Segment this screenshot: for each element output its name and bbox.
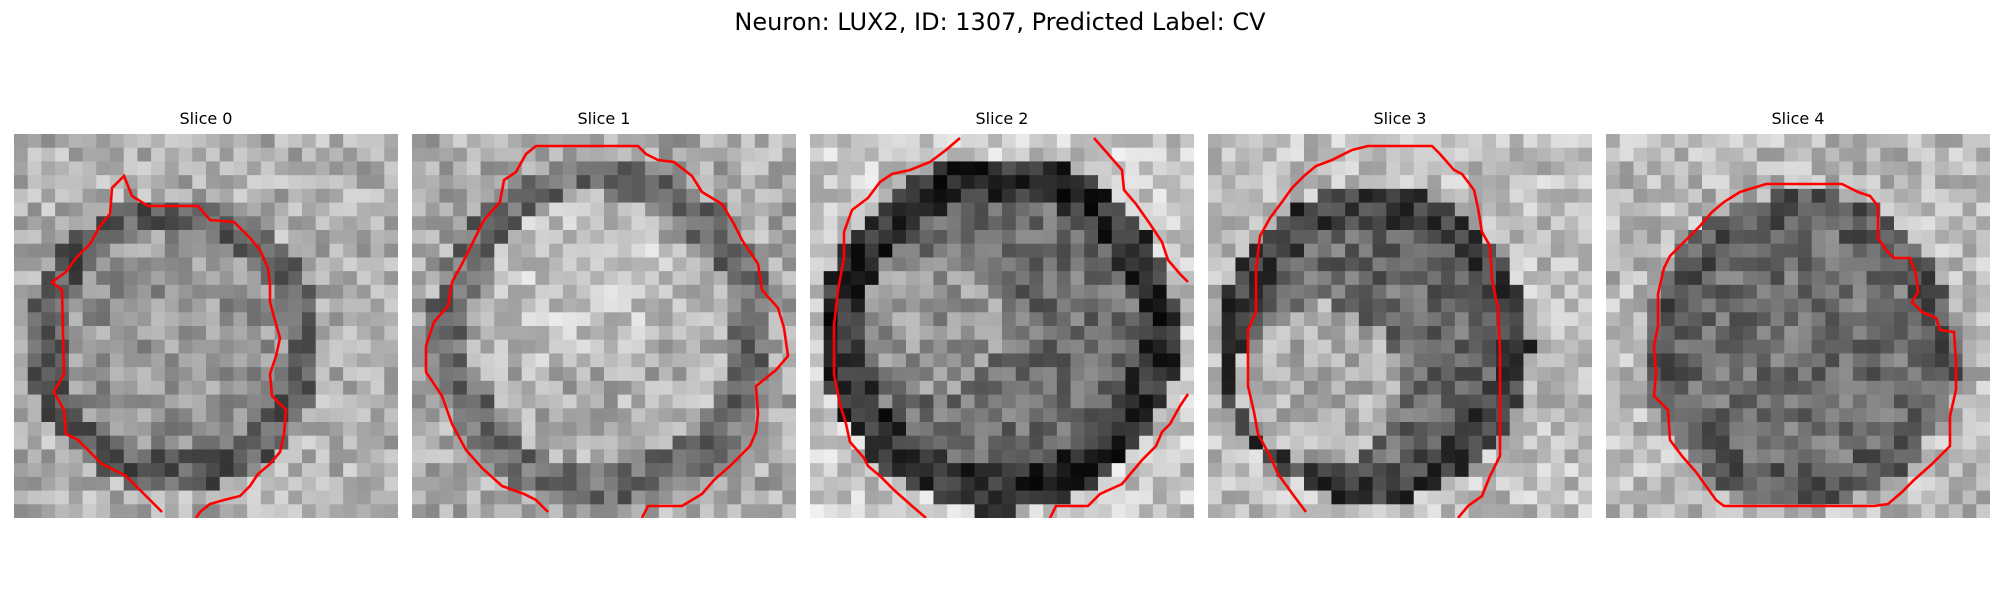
slice-image-1 (412, 134, 796, 518)
slice-title-4: Slice 4 (1771, 109, 1825, 128)
contour-line (1093, 137, 1189, 283)
slice-title-2: Slice 2 (975, 109, 1029, 128)
slice-panel-4: Slice 4 (1606, 108, 1990, 518)
slice-panel-0: Slice 0 (14, 108, 398, 518)
contour-line (49, 173, 288, 518)
slice-panel-2: Slice 2 (810, 108, 1194, 518)
pixel-grid (14, 134, 398, 518)
slice-title-3: Slice 3 (1373, 109, 1427, 128)
pixel-grid (1208, 134, 1592, 518)
slice-title-1: Slice 1 (577, 109, 631, 128)
contour-line (424, 144, 790, 518)
slice-image-0 (14, 134, 398, 518)
slice-image-4 (1606, 134, 1990, 518)
slice-panel-3: Slice 3 (1208, 108, 1592, 518)
contour-line (1246, 144, 1502, 518)
pixel-grid (412, 134, 796, 518)
pixel-grid (1606, 134, 1990, 518)
contour-line (1048, 393, 1190, 518)
figure-title: Neuron: LUX2, ID: 1307, Predicted Label:… (734, 8, 1266, 36)
contour-line (832, 137, 961, 518)
slice-image-2 (810, 134, 1194, 518)
slice-image-3 (1208, 134, 1592, 518)
contour-line (1652, 182, 1958, 508)
slice-title-0: Slice 0 (179, 109, 233, 128)
slice-panel-1: Slice 1 (412, 108, 796, 518)
pixel-grid (810, 134, 1194, 518)
